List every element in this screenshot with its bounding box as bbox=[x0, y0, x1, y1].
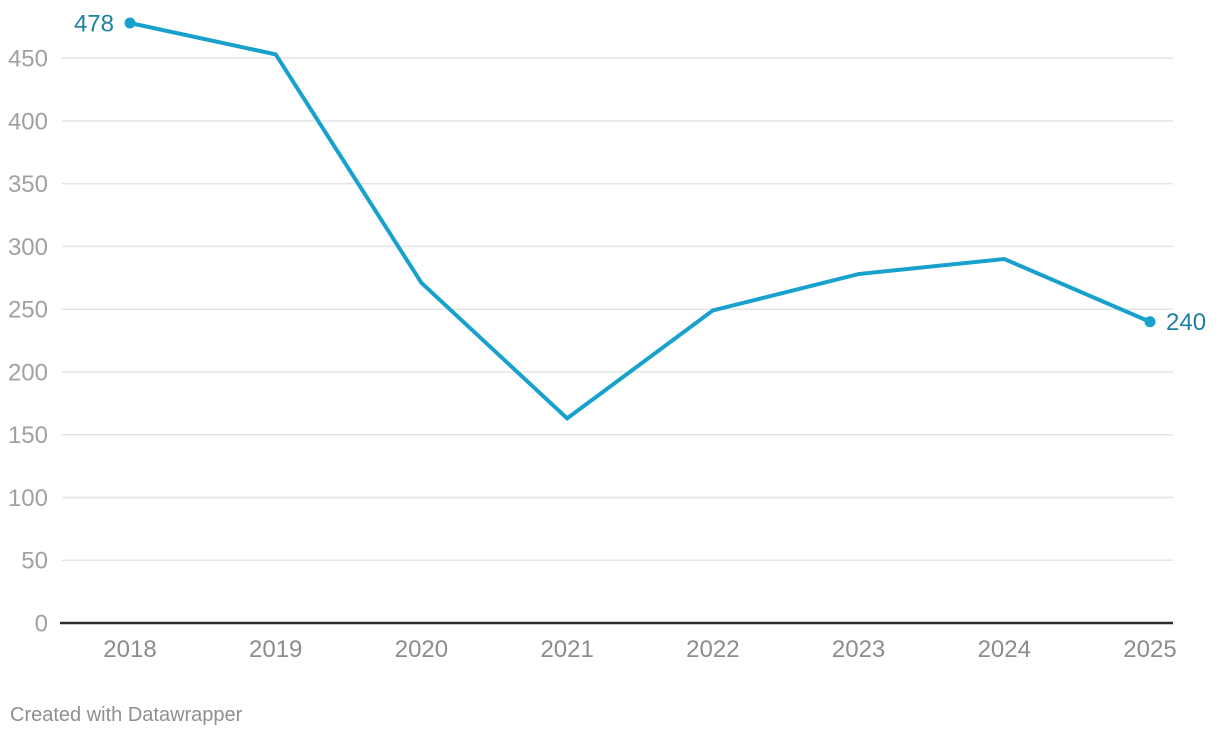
x-axis-tick-label: 2021 bbox=[540, 636, 593, 663]
x-axis-tick-label: 2019 bbox=[249, 636, 302, 663]
chart-canvas: 0 50 100 150 200 250 300 350 400 450 2018 2019 2020 2… bbox=[0, 0, 1220, 690]
y-axis-tick-label: 400 bbox=[8, 108, 48, 135]
data-point-last bbox=[1144, 316, 1156, 328]
y-axis-tick-label: 300 bbox=[8, 234, 48, 261]
y-axis-tick-label: 450 bbox=[8, 46, 48, 73]
value-label-last: 240 bbox=[1166, 309, 1206, 336]
x-axis-tick-label: 2023 bbox=[832, 636, 885, 663]
datawrapper-credit-link[interactable]: Created with Datawrapper bbox=[10, 704, 243, 726]
y-axis-tick-label: 350 bbox=[8, 171, 48, 198]
y-axis-tick-label: 200 bbox=[8, 359, 48, 386]
y-axis-tick-label: 100 bbox=[8, 485, 48, 512]
x-axis-tick-label: 2018 bbox=[103, 636, 156, 663]
y-axis-tick-label: 50 bbox=[21, 548, 48, 575]
x-axis-tick-label: 2020 bbox=[395, 636, 448, 663]
x-axis-tick-label: 2025 bbox=[1123, 636, 1176, 663]
data-point-first bbox=[124, 17, 136, 29]
x-axis-tick-label: 2024 bbox=[978, 636, 1031, 663]
y-axis-tick-label: 0 bbox=[35, 610, 48, 637]
series-line bbox=[128, 21, 1152, 421]
value-label-first: 478 bbox=[74, 10, 114, 37]
y-axis-tick-label: 150 bbox=[8, 422, 48, 449]
chart-background bbox=[0, 0, 1220, 690]
x-axis-tick-label: 2022 bbox=[686, 636, 739, 663]
y-axis-tick-label: 250 bbox=[8, 297, 48, 324]
